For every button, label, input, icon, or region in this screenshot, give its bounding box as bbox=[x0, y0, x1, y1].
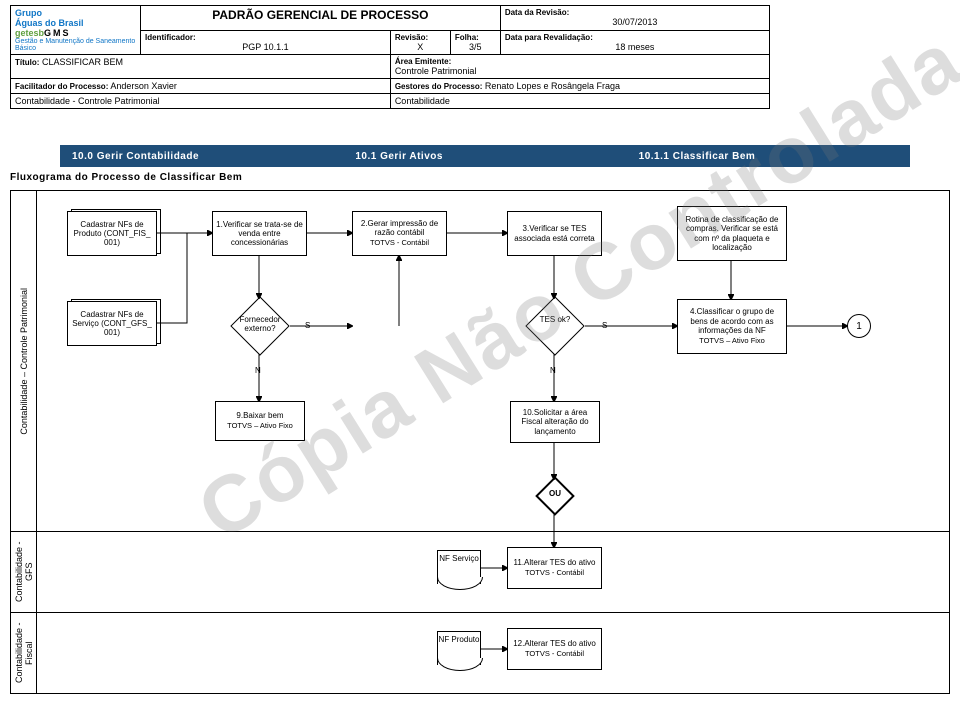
rev-lbl: Revisão: bbox=[395, 33, 446, 42]
doc-nf-servico: NF Serviço bbox=[437, 550, 481, 584]
node-verificar-tes: 3.Verificar se TES associada está corret… bbox=[507, 211, 602, 256]
lane3-label: Contabilidade - Fiscal bbox=[11, 613, 37, 693]
node-tes-ok: TES ok? bbox=[525, 296, 585, 356]
area-lbl: Área Emitente: bbox=[395, 57, 765, 66]
gest-val: Renato Lopes e Rosângela Fraga bbox=[485, 81, 620, 91]
titulo-cell: Título: CLASSIFICAR BEM bbox=[11, 55, 391, 79]
logo-group: Grupo bbox=[15, 8, 42, 18]
lane1-label: Contabilidade – Controle Patrimonial bbox=[11, 191, 37, 531]
contab-val: Contabilidade bbox=[395, 96, 450, 106]
logo-main: Águas do Brasil bbox=[15, 18, 84, 28]
contab-lbl: Contabilidade - Controle Patrimonial bbox=[15, 96, 160, 106]
data-reval-cell: Data para Revalidação: 18 meses bbox=[500, 30, 769, 55]
lane1-arrows bbox=[37, 191, 951, 531]
logo-getesb: getesb bbox=[15, 28, 44, 38]
connector-1: 1 bbox=[847, 314, 871, 338]
facil-val: Anderson Xavier bbox=[110, 81, 177, 91]
node-baixar-bem: 9.Baixar bem TOTVS – Ativo Fixo bbox=[215, 401, 305, 441]
contab-left-cell: Contabilidade - Controle Patrimonial bbox=[11, 94, 391, 109]
data-reval-lbl: Data para Revalidação: bbox=[505, 33, 765, 42]
data-rev-lbl: Data da Revisão: bbox=[505, 8, 765, 17]
node-gerar-impressao: 2.Gerar impressão de razão contábil TOTV… bbox=[352, 211, 447, 256]
folha-lbl: Folha: bbox=[455, 33, 496, 42]
node-cadastrar-servico: Cadastrar NFs de Serviço (CONT_GFS_ 001) bbox=[67, 301, 157, 346]
breadcrumb: 10.0 Gerir Contabilidade 10.1 Gerir Ativ… bbox=[60, 145, 910, 167]
lane2-arrows bbox=[37, 532, 951, 612]
lane3-arrows bbox=[37, 613, 951, 693]
node-verificar-venda: 1.Verificar se trata-se de venda entre c… bbox=[212, 211, 307, 256]
fluxograma-title: Fluxograma do Processo de Classificar Be… bbox=[10, 172, 242, 183]
node-solicitar-fiscal: 10.Solicitar a área Fiscal alteração do … bbox=[510, 401, 600, 443]
gateway-ou: OU bbox=[535, 476, 575, 516]
header-table: Grupo Águas do Brasil getesbGMS Gestão e… bbox=[10, 5, 770, 109]
node-fornecedor-externo: Fornecedor externo? bbox=[230, 296, 290, 356]
doc-title: PADRÃO GERENCIAL DE PROCESSO bbox=[141, 6, 501, 31]
data-reval-val: 18 meses bbox=[505, 42, 765, 52]
id-val: PGP 10.1.1 bbox=[145, 42, 386, 52]
titulo-val: CLASSIFICAR BEM bbox=[42, 57, 123, 67]
gest-lbl: Gestores do Processo: bbox=[395, 82, 483, 91]
logo-gms: GMS bbox=[44, 28, 71, 38]
node-alterar-tes-12: 12.Alterar TES do ativo TOTVS - Contábil bbox=[507, 628, 602, 670]
facilitador-cell: Facilitador do Processo: Anderson Xavier bbox=[11, 79, 391, 94]
contab-right-cell: Contabilidade bbox=[390, 94, 769, 109]
titulo-lbl: Título: bbox=[15, 58, 39, 67]
gestores-cell: Gestores do Processo: Renato Lopes e Ros… bbox=[390, 79, 769, 94]
area-val: Controle Patrimonial bbox=[395, 66, 765, 76]
rev-val: X bbox=[395, 42, 446, 52]
node-cadastrar-produto: Cadastrar NFs de Produto (CONT_FIS_ 001) bbox=[67, 211, 157, 256]
node-alterar-tes-11: 11.Alterar TES do ativo TOTVS - Contábil bbox=[507, 547, 602, 589]
data-rev-cell: Data da Revisão: 30/07/2013 bbox=[500, 6, 769, 31]
label-n-forn: N bbox=[255, 366, 261, 375]
swimlane-container: Contabilidade – Controle Patrimonial Cad… bbox=[10, 190, 950, 694]
revisao-cell: Revisão: X bbox=[390, 30, 450, 55]
lane-fiscal: Contabilidade - Fiscal NF Produto 12.Alt… bbox=[11, 613, 949, 693]
label-n-tes: N bbox=[550, 366, 556, 375]
identificador-cell: Identificador: PGP 10.1.1 bbox=[141, 30, 391, 55]
lane2-label: Contabilidade - GFS bbox=[11, 532, 37, 612]
doc-nf-produto: NF Produto bbox=[437, 631, 481, 665]
folha-val: 3/5 bbox=[455, 42, 496, 52]
data-rev-val: 30/07/2013 bbox=[505, 17, 765, 27]
logo-sub: Gestão e Manutenção de Saneamento Básico bbox=[15, 38, 136, 52]
folha-cell: Folha: 3/5 bbox=[450, 30, 500, 55]
label-s-tes: S bbox=[602, 321, 607, 330]
logo-cell: Grupo Águas do Brasil getesbGMS Gestão e… bbox=[11, 6, 141, 55]
label-s-forn: S bbox=[305, 321, 310, 330]
crumb-1: 10.0 Gerir Contabilidade bbox=[60, 151, 343, 162]
crumb-3: 10.1.1 Classificar Bem bbox=[627, 151, 910, 162]
node-classificar-grupo: 4.Classificar o grupo de bens de acordo … bbox=[677, 299, 787, 354]
facil-lbl: Facilitador do Processo: bbox=[15, 82, 108, 91]
lane-gfs: Contabilidade - GFS NF Serviço 11.Altera… bbox=[11, 532, 949, 613]
lane-controle-patrimonial: Contabilidade – Controle Patrimonial Cad… bbox=[11, 191, 949, 532]
id-lbl: Identificador: bbox=[145, 33, 386, 42]
area-cell: Área Emitente: Controle Patrimonial bbox=[390, 55, 769, 79]
crumb-2: 10.1 Gerir Ativos bbox=[343, 151, 626, 162]
node-rotina-classificacao: Rotina de classificação de compras. Veri… bbox=[677, 206, 787, 261]
